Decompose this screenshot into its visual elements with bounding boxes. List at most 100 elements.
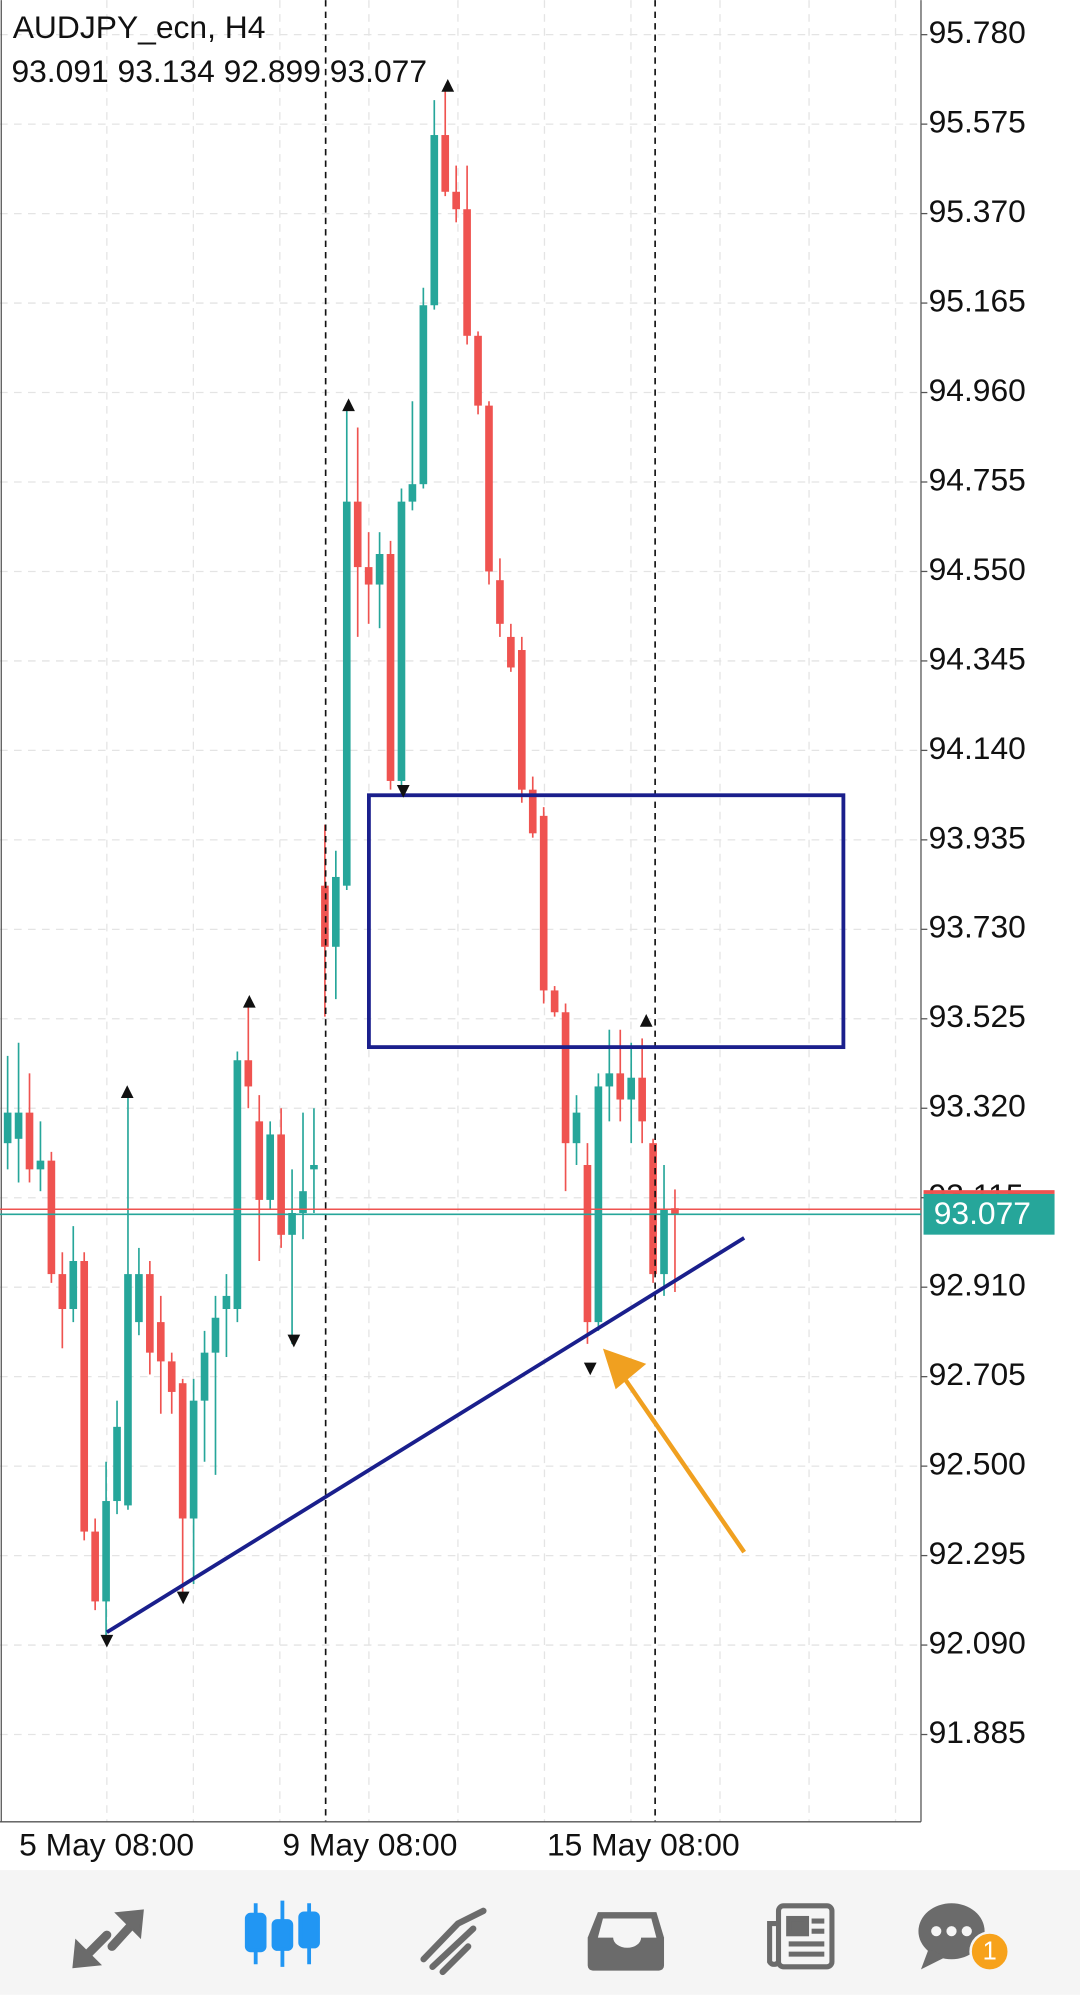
fractal-down — [100, 1634, 114, 1648]
fractal-up — [120, 1085, 134, 1098]
candle-body — [528, 789, 537, 834]
news-tab[interactable] — [767, 1903, 835, 1970]
candle-body — [47, 1160, 56, 1275]
icon-part — [244, 1912, 267, 1953]
candle-body — [167, 1361, 176, 1392]
fractal-up — [342, 398, 355, 412]
candle-body — [353, 501, 362, 568]
icon-part — [920, 1949, 947, 1970]
candle-body — [375, 554, 384, 585]
ohlc-readout: 93.091 93.134 92.899 93.077 — [11, 53, 427, 89]
y-tick-label: 95.575 — [929, 104, 1026, 140]
y-tick-label: 93.525 — [929, 998, 1026, 1034]
fractal-down — [176, 1591, 190, 1605]
price-tag — [923, 1193, 1055, 1235]
symbol-title: AUDJPY_ecn, H4 — [13, 9, 266, 45]
icon-part — [429, 1925, 477, 1971]
candle-body — [14, 1112, 23, 1139]
candle-body — [178, 1383, 187, 1519]
icon-part — [420, 1907, 487, 1963]
fractal-up — [639, 1014, 653, 1027]
fractal-down — [583, 1362, 597, 1376]
candle-body — [189, 1400, 198, 1519]
toolbar: 1 — [0, 1870, 1080, 1995]
candle-body — [156, 1322, 165, 1362]
candle-body — [583, 1164, 592, 1323]
candle-body — [430, 135, 439, 306]
x-tick-label: 15 May 08:00 — [547, 1827, 740, 1863]
toolbar-background — [0, 1870, 1080, 1995]
candle-body — [419, 305, 428, 485]
candle-body — [408, 484, 417, 502]
quotes-tab[interactable] — [72, 1909, 144, 1969]
y-tick-label: 94.755 — [929, 461, 1026, 497]
y-tick-label: 94.550 — [929, 551, 1026, 587]
current-price: 93.077 — [0, 1190, 1055, 1235]
fractal-up — [441, 79, 455, 92]
candle-body — [244, 1060, 253, 1087]
candle-body — [332, 876, 340, 947]
icon-part — [786, 1915, 810, 1937]
candle-body — [135, 1274, 143, 1323]
candle-body — [561, 1012, 570, 1144]
candle-body — [277, 1134, 285, 1235]
ohlc-close: 93.077 — [330, 53, 427, 89]
y-tick-label: 94.140 — [929, 730, 1026, 766]
y-tick-label: 92.295 — [929, 1535, 1026, 1571]
drawings — [100, 0, 846, 1822]
candle-body — [463, 209, 471, 336]
candle-body — [627, 1077, 636, 1100]
icon-part — [72, 1938, 103, 1969]
price-tag-ask — [923, 1190, 1055, 1194]
icon-part — [298, 1911, 320, 1949]
icon-part — [767, 1921, 781, 1967]
y-tick-label: 94.345 — [929, 640, 1026, 676]
y-tick-label: 92.705 — [929, 1356, 1026, 1392]
icon-part — [114, 1909, 144, 1940]
candle-body — [310, 1164, 318, 1170]
icon-part — [597, 1918, 657, 1948]
y-tick-label: 95.780 — [929, 14, 1026, 50]
candle-body — [517, 650, 526, 790]
candle-body — [364, 567, 373, 585]
candle-body — [233, 1060, 242, 1310]
arrow-head — [602, 1348, 647, 1390]
candle-body — [441, 135, 450, 192]
fractal-down — [396, 785, 410, 798]
trade-tab[interactable] — [420, 1907, 487, 1976]
price-tag-label: 93.077 — [934, 1195, 1031, 1231]
chart-tab[interactable] — [244, 1900, 320, 1967]
candle-body — [616, 1073, 625, 1100]
zone-rectangle — [366, 793, 846, 1050]
candles — [3, 91, 679, 1637]
candle-body — [485, 405, 493, 572]
candle-body — [200, 1352, 209, 1401]
y-tick-label: 95.165 — [929, 282, 1026, 318]
ohlc-open: 93.091 — [11, 53, 108, 89]
y-tick-label: 93.320 — [929, 1088, 1026, 1124]
x-tick-label: 5 May 08:00 — [19, 1827, 194, 1863]
badge — [969, 1931, 1011, 1972]
candle-body — [507, 636, 515, 668]
candle-body — [102, 1501, 110, 1602]
candle-body — [25, 1112, 34, 1170]
ohlc-high: 93.134 — [118, 53, 215, 89]
candle-body — [3, 1112, 12, 1144]
icon-part — [961, 1926, 972, 1937]
chat-tab[interactable]: 1 — [918, 1903, 1011, 1972]
y-tick-label: 95.370 — [929, 193, 1026, 229]
icon-part — [775, 1903, 835, 1970]
history-tab[interactable] — [587, 1912, 665, 1971]
y-tick-label: 94.960 — [929, 372, 1026, 408]
candle-body — [342, 501, 351, 886]
y-tick-label: 92.500 — [929, 1446, 1026, 1482]
candle-body — [222, 1295, 231, 1310]
fractal-markers — [100, 79, 653, 1648]
x-tick-label: 9 May 08:00 — [282, 1827, 457, 1863]
fractal-down — [287, 1334, 301, 1348]
candle-body — [605, 1073, 614, 1087]
candle-body — [594, 1086, 603, 1323]
candle-body — [572, 1112, 581, 1144]
